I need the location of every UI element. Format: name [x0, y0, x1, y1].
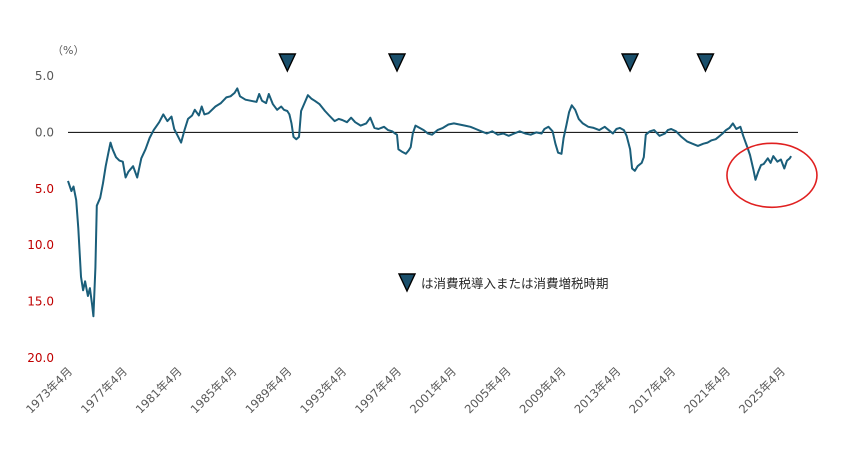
y-tick-label-0: 5.0 [35, 69, 54, 83]
legend-text: は消費税導入または消費増税時期 [421, 276, 609, 291]
x-tick-label-10: 2013年4月 [571, 364, 623, 416]
y-tick-label-3: 10.0 [27, 238, 54, 252]
x-tick-label-2: 1981年4月 [133, 364, 185, 416]
legend: は消費税導入または消費増税時期 [397, 273, 609, 293]
x-tick-label-3: 1985年4月 [188, 364, 240, 416]
highlight-ellipse [726, 142, 818, 209]
x-tick-label-13: 2025年4月 [736, 364, 788, 416]
tax-marker-2 [620, 53, 640, 73]
x-tick-label-9: 2009年4月 [517, 364, 569, 416]
x-tick-label-6: 1997年4月 [352, 364, 404, 416]
y-tick-label-4: 15.0 [27, 295, 54, 309]
y-axis-ticks: 5.0 0.0 5.0 10.0 15.0 20.0 [27, 69, 54, 365]
x-tick-label-5: 1993年4月 [297, 364, 349, 416]
x-tick-label-0: 1973年4月 [23, 364, 75, 416]
unit-label: （%） [52, 44, 84, 57]
y-tick-label-2: 5.0 [35, 182, 54, 196]
tax-event-markers [278, 53, 715, 73]
x-tick-label-12: 2021年4月 [681, 364, 733, 416]
y-tick-label-1: 0.0 [35, 125, 54, 139]
x-tick-label-4: 1989年4月 [242, 364, 294, 416]
tax-marker-0 [278, 53, 297, 73]
y-tick-label-5: 20.0 [27, 351, 54, 365]
x-tick-label-11: 2017年4月 [626, 364, 678, 416]
x-axis-ticks: 1973年4月 1977年4月 1981年4月 1985年4月 1989年4月 1993年… [23, 364, 788, 416]
x-tick-label-1: 1977年4月 [78, 364, 130, 416]
tax-marker-3 [696, 53, 715, 73]
series-line [67, 87, 792, 318]
x-tick-label-7: 2001年4月 [407, 364, 459, 416]
legend-marker [397, 273, 417, 293]
x-tick-label-8: 2005年4月 [462, 364, 514, 416]
tax-marker-1 [387, 53, 407, 73]
